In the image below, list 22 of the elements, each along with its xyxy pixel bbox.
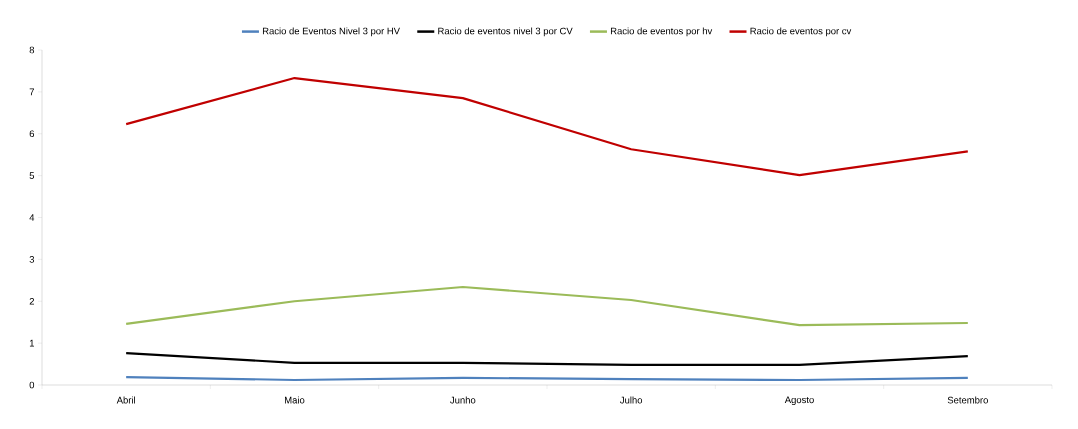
- x-tick-label: Setembro: [947, 396, 988, 404]
- y-tick-label: 8: [29, 46, 35, 54]
- x-tick-label: Abril: [116, 396, 135, 404]
- x-tick-label: Junho: [450, 396, 476, 404]
- legend-label: Racio de Eventos Nivel 3 por HV: [262, 27, 400, 37]
- legend-label: Racio de eventos por hv: [610, 27, 713, 37]
- line-series: [125, 285, 969, 327]
- y-tick-label: 1: [29, 339, 35, 347]
- legend-label: Racio de eventos por cv: [750, 27, 852, 37]
- y-tick-label: 4: [29, 214, 35, 221]
- x-tick-label: Agosto: [784, 396, 814, 405]
- x-tick-label: Julho: [619, 396, 643, 404]
- y-tick-label: 5: [29, 172, 35, 179]
- y-tick-label: 6: [29, 130, 35, 138]
- legend-label: Racio de eventos nivel 3 por CV: [438, 27, 573, 37]
- y-tick-label: 0: [29, 381, 35, 389]
- y-tick-label: 3: [29, 256, 35, 263]
- line-series: [125, 352, 969, 366]
- y-tick-label: 2: [29, 297, 35, 305]
- line-series: [125, 76, 969, 177]
- x-tick-label: Maio: [285, 396, 305, 404]
- y-tick-label: 7: [29, 88, 35, 96]
